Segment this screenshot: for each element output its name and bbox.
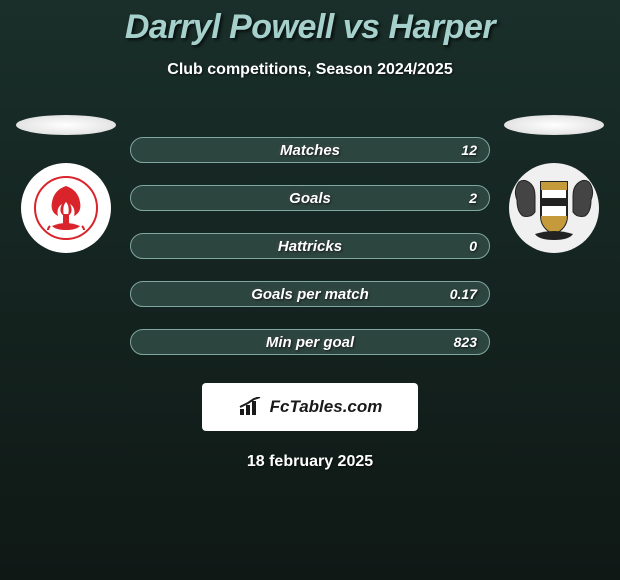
stat-right-value: 0 bbox=[469, 238, 477, 254]
main-row: Matches 12 Goals 2 Hattricks 0 Goals per… bbox=[0, 107, 620, 355]
heraldic-crest-icon bbox=[511, 168, 597, 248]
stat-label: Matches bbox=[280, 142, 340, 159]
left-club-crest bbox=[21, 163, 111, 253]
left-column bbox=[6, 107, 126, 253]
stat-bar-goals: Goals 2 bbox=[130, 185, 490, 211]
date-label: 18 february 2025 bbox=[0, 453, 620, 471]
stat-bar-goals-per-match: Goals per match 0.17 bbox=[130, 281, 490, 307]
stat-bar-hattricks: Hattricks 0 bbox=[130, 233, 490, 259]
forest-tree-icon bbox=[34, 176, 98, 240]
stat-right-value: 823 bbox=[454, 334, 477, 350]
stat-right-value: 12 bbox=[461, 142, 477, 158]
player-placeholder-left bbox=[16, 115, 116, 135]
stat-label: Goals per match bbox=[251, 286, 369, 303]
brand-link[interactable]: FcTables.com bbox=[202, 383, 418, 431]
brand-label: FcTables.com bbox=[270, 397, 383, 417]
stats-bars: Matches 12 Goals 2 Hattricks 0 Goals per… bbox=[126, 137, 494, 355]
comparison-card: Darryl Powell vs Harper Club competition… bbox=[0, 0, 620, 471]
bars-chart-icon bbox=[238, 397, 264, 417]
page-title: Darryl Powell vs Harper bbox=[0, 8, 620, 47]
stat-label: Min per goal bbox=[266, 334, 354, 351]
stat-right-value: 0.17 bbox=[450, 286, 477, 302]
stat-bar-min-per-goal: Min per goal 823 bbox=[130, 329, 490, 355]
right-column bbox=[494, 107, 614, 253]
right-club-crest bbox=[509, 163, 599, 253]
stat-label: Hattricks bbox=[278, 238, 342, 255]
stat-label: Goals bbox=[289, 190, 331, 207]
player-placeholder-right bbox=[504, 115, 604, 135]
stat-right-value: 2 bbox=[469, 190, 477, 206]
subtitle: Club competitions, Season 2024/2025 bbox=[0, 61, 620, 79]
stat-bar-matches: Matches 12 bbox=[130, 137, 490, 163]
